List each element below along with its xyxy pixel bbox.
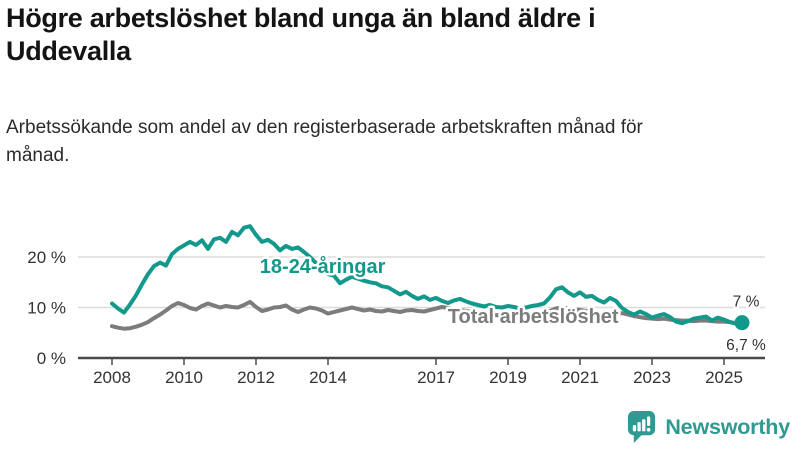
x-tick-label: 2012: [237, 368, 275, 387]
x-tick-label: 2021: [561, 368, 599, 387]
end-value-label: 6,7 %: [726, 337, 766, 354]
y-tick-label: 10 %: [27, 299, 66, 318]
x-tick-label: 2025: [705, 368, 743, 387]
y-tick-label: 0 %: [37, 349, 66, 368]
y-tick-label: 20 %: [27, 248, 66, 267]
x-tick-label: 2014: [309, 368, 347, 387]
x-tick-label: 2010: [165, 368, 203, 387]
end-value-label: 7 %: [733, 294, 760, 311]
newsworthy-logo[interactable]: Newsworthy: [627, 410, 790, 444]
series-label: Total arbetslöshet: [448, 306, 619, 328]
line-chart: 0 % 10 % 20 % 2008 2010 2012 2014 2017 2019 2021 2…: [27, 224, 769, 387]
series-line-18-24-åringar: [110, 224, 744, 326]
page-title: Högre arbetslöshet bland unga än bland ä…: [6, 3, 596, 66]
series-end-dot: [734, 315, 750, 331]
x-tick-label: 2023: [633, 368, 671, 387]
series-line-Total arbetslöshet: [110, 299, 744, 331]
x-tick-label: 2019: [489, 368, 527, 387]
chart-subtitle: Arbetssökande som andel av den registerb…: [6, 117, 643, 166]
brand-name: Newsworthy: [665, 414, 790, 439]
bar-chart-speech-bubble-icon: [628, 411, 656, 443]
x-tick-label: 2008: [93, 368, 131, 387]
series-label: 18-24-åringar: [260, 255, 386, 278]
x-tick-label: 2017: [417, 368, 455, 387]
